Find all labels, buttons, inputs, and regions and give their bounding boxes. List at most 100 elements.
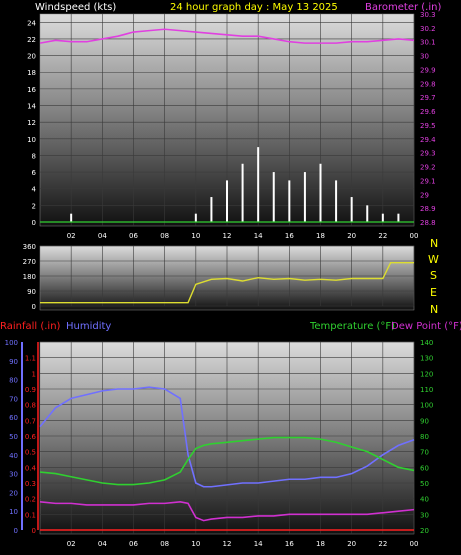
- direction-y-tick-label: 360: [23, 243, 36, 251]
- direction-y-tick-label: 180: [23, 273, 36, 281]
- temperature-line: [39, 436, 415, 486]
- temp-y-tick-label: 130: [420, 355, 433, 363]
- temperature-axis-title: Temperature (°F): [309, 321, 395, 332]
- x-tick-label: 22: [378, 232, 387, 240]
- wind-y-tick-label: 8: [32, 152, 36, 160]
- rain-y-tick-label: 0.5: [25, 449, 36, 457]
- direction-letter-s: S: [430, 269, 437, 282]
- temp-y-tick-label: 110: [420, 386, 433, 394]
- x-tick-label: 08: [160, 232, 169, 240]
- x-tick-label: 06: [129, 232, 138, 240]
- temp-y-tick-label: 30: [420, 511, 429, 519]
- baro-y-tick-label: 30.2: [420, 25, 436, 33]
- rain-y-tick-label: 0: [32, 527, 36, 535]
- direction-y-tick-label: 0: [32, 303, 36, 311]
- baro-y-tick-label: 29.8: [420, 80, 436, 88]
- wind-y-tick-label: 16: [27, 86, 36, 94]
- x-tick-label: 14: [254, 540, 263, 548]
- baro-y-tick-label: 28.8: [420, 219, 436, 227]
- x-tick-label: 10: [191, 540, 200, 548]
- baro-y-tick-label: 29.9: [420, 66, 436, 74]
- direction-y-tick-label: 270: [23, 258, 36, 266]
- x-tick-label: 00: [410, 232, 419, 240]
- wind-y-tick-label: 6: [32, 169, 37, 177]
- x-tick-label: 02: [67, 540, 76, 548]
- humidity-line: [39, 386, 415, 488]
- rain-y-tick-label: 0.3: [25, 480, 36, 488]
- temp-y-tick-label: 100: [420, 402, 433, 410]
- wind-y-tick-label: 20: [27, 53, 36, 61]
- x-tick-label: 16: [285, 540, 294, 548]
- baro-y-tick-label: 29.3: [420, 150, 436, 158]
- wind-y-tick-label: 18: [27, 69, 36, 77]
- baro-y-tick-label: 28.9: [420, 205, 436, 213]
- wind-y-tick-label: 24: [27, 19, 36, 27]
- temp-y-tick-label: 60: [420, 464, 429, 472]
- baro-y-tick-label: 29: [420, 191, 429, 199]
- direction-y-tick-label: 90: [27, 288, 36, 296]
- rain-y-tick-label: 0.7: [25, 417, 36, 425]
- barometer-axis-title: Barometer (.in): [365, 2, 441, 13]
- baro-y-tick-label: 29.5: [420, 122, 436, 130]
- x-tick-label: 18: [316, 540, 325, 548]
- humidity-y-tick-label: 70: [9, 395, 18, 403]
- wind-y-tick-label: 0: [32, 219, 36, 227]
- baro-y-tick-label: 30.1: [420, 39, 436, 47]
- humidity-y-tick-label: 90: [9, 358, 18, 366]
- x-tick-label: 20: [347, 232, 356, 240]
- x-tick-label: 12: [223, 232, 232, 240]
- baro-y-tick-label: 30.3: [420, 11, 436, 19]
- rainfall-axis-title: Rainfall (.in): [0, 321, 61, 332]
- x-tick-label: 02: [67, 232, 76, 240]
- wind-direction-line: [40, 261, 414, 304]
- chart-title: 24 hour graph day : May 13 2025: [170, 2, 338, 13]
- temp-y-tick-label: 50: [420, 480, 429, 488]
- baro-y-tick-label: 29.7: [420, 94, 436, 102]
- wind-y-tick-label: 14: [27, 103, 36, 111]
- x-tick-label: 04: [98, 232, 107, 240]
- rain-y-tick-label: 1.1: [25, 355, 36, 363]
- direction-letter-n-top: N: [430, 237, 438, 250]
- humidity-y-tick-label: 40: [9, 452, 18, 460]
- direction-letter-w: W: [428, 253, 439, 266]
- temp-y-tick-label: 40: [420, 496, 429, 504]
- humidity-axis-title: Humidity: [66, 321, 111, 332]
- temp-y-tick-label: 120: [420, 370, 433, 378]
- rain-y-tick-label: 0.1: [25, 511, 36, 519]
- wind-y-tick-label: 22: [27, 36, 36, 44]
- x-tick-label: 10: [191, 232, 200, 240]
- wind-y-tick-label: 4: [32, 186, 37, 194]
- humidity-y-tick-label: 10: [9, 508, 18, 516]
- direction-letter-n-bottom: N: [430, 303, 438, 316]
- baro-y-tick-label: 29.4: [420, 136, 436, 144]
- baro-y-tick-label: 29.6: [420, 108, 436, 116]
- barometer-line: [39, 28, 415, 44]
- humidity-y-tick-label: 20: [9, 489, 18, 497]
- temp-y-tick-label: 70: [420, 449, 429, 457]
- temp-y-tick-label: 90: [420, 417, 429, 425]
- x-tick-label: 12: [223, 540, 232, 548]
- x-tick-label: 04: [98, 540, 107, 548]
- baro-y-tick-label: 30: [420, 53, 429, 61]
- rain-y-tick-label: 1: [32, 370, 36, 378]
- dewpoint-line: [39, 500, 415, 522]
- x-tick-label: 22: [378, 540, 387, 548]
- direction-letter-e: E: [430, 286, 437, 299]
- x-tick-label: 16: [285, 232, 294, 240]
- wind-y-tick-label: 2: [32, 202, 36, 210]
- baro-y-tick-label: 29.1: [420, 177, 436, 185]
- humidity-y-tick-label: 50: [9, 433, 18, 441]
- wind-y-tick-label: 10: [27, 136, 36, 144]
- x-tick-label: 20: [347, 540, 356, 548]
- temp-y-tick-label: 140: [420, 339, 433, 347]
- humidity-y-tick-label: 0: [14, 527, 18, 535]
- wind-y-tick-label: 12: [27, 119, 36, 127]
- humidity-y-tick-label: 80: [9, 377, 18, 385]
- temp-y-tick-label: 20: [420, 527, 429, 535]
- x-tick-label: 08: [160, 540, 169, 548]
- x-tick-label: 00: [410, 540, 419, 548]
- x-tick-label: 06: [129, 540, 138, 548]
- dewpoint-axis-title: Dew Point (°F): [391, 321, 461, 332]
